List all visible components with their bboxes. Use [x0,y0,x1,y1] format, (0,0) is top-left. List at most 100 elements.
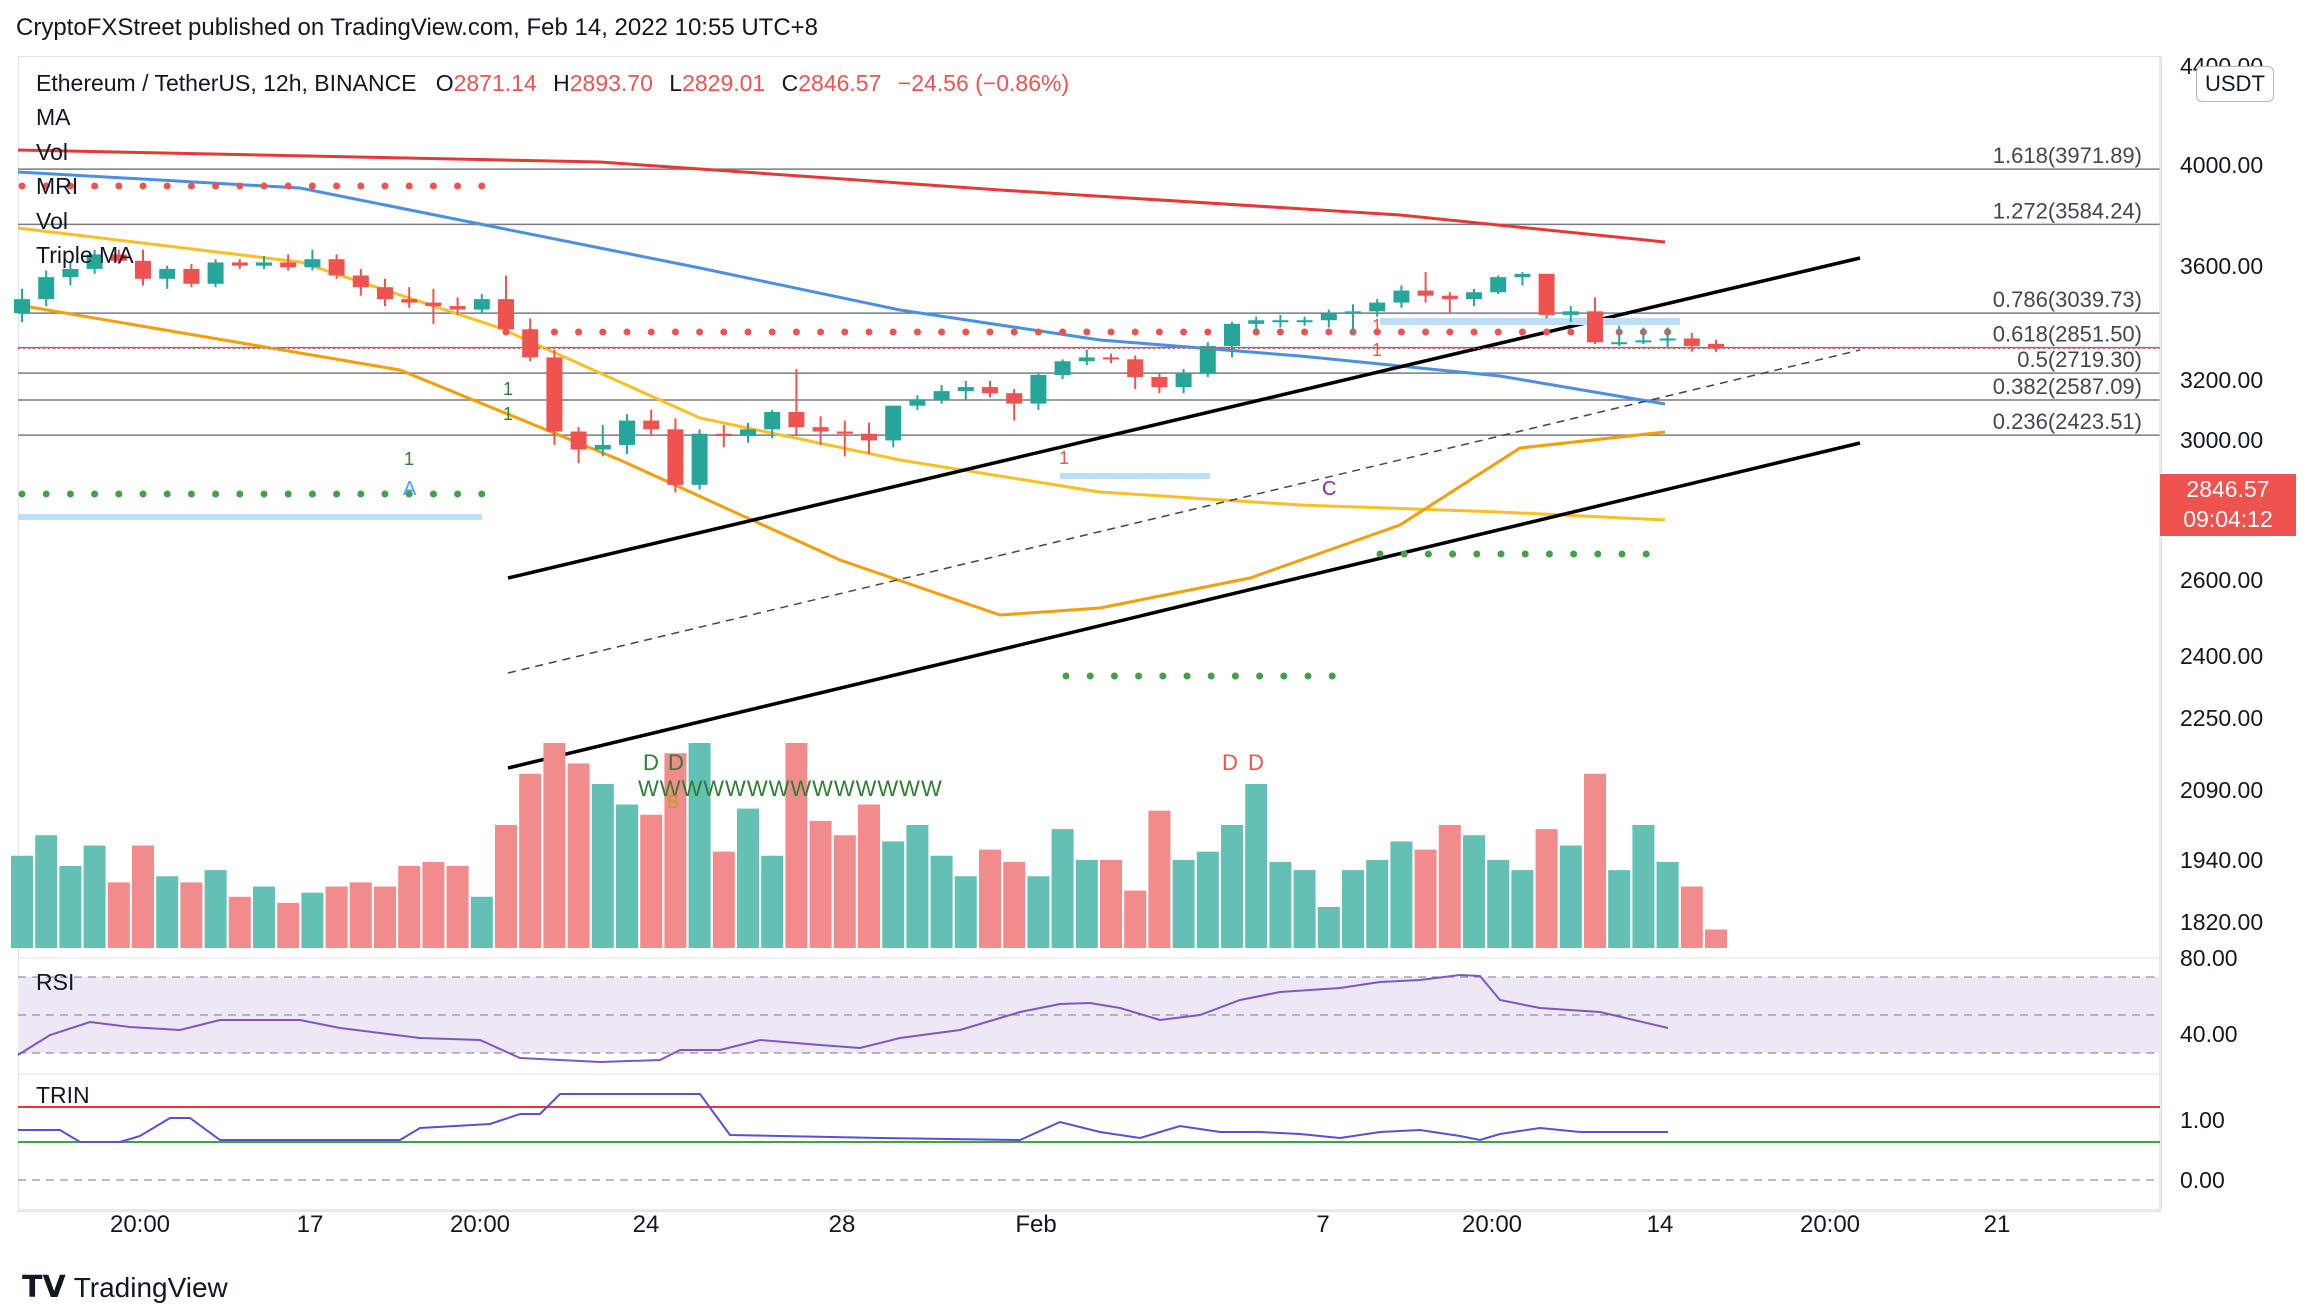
fib-label-3: 0.618(2851.50) [1993,322,2142,347]
mri-dot-red-mid-8 [696,328,704,336]
volume-bar-14 [349,882,372,948]
mri-dot-green-right-1 [1400,550,1408,558]
mri-dot-green-left-2 [66,490,74,498]
ma-blue-line [17,170,1666,406]
mri-dot-red-mid-15 [865,328,873,336]
bar-countdown: 09:04:12 [2183,506,2273,532]
trin-line [18,1093,1668,1143]
mri-dot-red-mid-29 [1204,328,1212,336]
candle-body-36 [885,405,902,441]
indicator-vol[interactable]: Vol [36,139,68,165]
volume-bar-40 [979,849,1001,948]
volume-bar-38 [930,855,953,948]
candle-body-3 [86,254,103,269]
candle-body-2 [62,268,79,278]
mri-dot-red-mid-10 [744,328,752,336]
mri-dot-red-mid-0 [502,328,510,336]
mri-dot-green-low-1 [1086,672,1094,680]
volume-bar-65 [1584,773,1606,948]
volume-bar-41 [1003,861,1026,948]
price-tick-1: 4000.00 [2180,152,2263,178]
currency-button[interactable]: USDT [2196,66,2274,102]
mri-dot-green-low-4 [1159,672,1167,680]
mri-dot-red-mid-42 [1518,328,1526,336]
candle-body-47 [1151,376,1168,388]
volume-bar-16 [398,866,421,948]
trin-label: TRIN [36,1082,90,1108]
mri-dot-green-right-5 [1497,550,1505,558]
volume-bar-35 [858,804,880,948]
candle-body-24 [594,444,611,450]
volume-bar-17 [422,861,445,948]
volume-bar-0 [11,855,33,948]
volume-bar-57 [1390,841,1413,948]
mri-dot-green-low-9 [1280,672,1288,680]
chart-frame[interactable] [18,56,2162,1212]
volume-bar-12 [301,892,324,948]
mri-dot-red-mid-4 [599,328,607,336]
volume-bar-67 [1632,825,1655,948]
fib-label-2: 0.786(3039.73) [1993,287,2142,312]
mri-dot-green-left-13 [333,490,341,498]
mri-dot-green-left-16 [405,490,413,498]
indicator-triple-ma[interactable]: Triple MA [36,242,134,268]
candle-body-25 [619,420,635,445]
time-tick-8: 14 [1647,1211,1674,1238]
volume-bar-58 [1414,849,1437,948]
volume-bar-2 [59,866,82,948]
indicator-mri[interactable]: MRI [36,173,79,199]
volume-bar-15 [374,886,396,948]
rsi-tick-80: 80.00 [2180,945,2238,971]
candle-body-31 [764,412,781,430]
mri-dot-red-mid-26 [1131,328,1139,336]
candle-body-41 [1006,393,1023,404]
volume-bar-48 [1172,859,1195,948]
signal-letter-b: B [667,792,679,812]
indicator-vol-2[interactable]: Vol [36,208,68,234]
mri-dot-red-mid-37 [1397,328,1405,336]
symbol-title[interactable]: Ethereum / TetherUS, 12h, BINANCE [36,70,417,96]
change-value: −24.56 (−0.86%) [897,70,1070,96]
mri-dot-green-right-9 [1594,550,1602,558]
candle-body-62 [1514,273,1531,278]
candle-body-49 [1199,345,1216,374]
candle-body-65 [1587,311,1603,343]
indicator-ma[interactable]: MA [36,104,71,130]
mri-dot-red-mid-41 [1494,328,1502,336]
volume-bar-66 [1608,870,1631,948]
last-price-tag: 2846.57 09:04:12 [2160,474,2296,536]
candle-body-40 [982,387,998,394]
candle-body-45 [1103,357,1119,360]
candle-body-22 [546,357,563,432]
mri-dot-red-mid-28 [1180,328,1188,336]
open-label: O [435,70,454,96]
signal-letter-a: A [403,478,417,500]
time-tick-0: 20:00 [110,1211,170,1238]
volume-bar-51 [1245,784,1268,948]
mri-dot-red-top-17 [429,182,437,190]
volume-bar-68 [1656,861,1679,948]
volume-bar-39 [954,876,977,948]
tradingview-logo[interactable]: 𝗧𝗩 TradingView [22,1270,228,1305]
rsi-line [17,973,1669,1064]
mri-dot-red-top-9 [236,182,244,190]
high-value: 2893.70 [569,70,653,96]
trin-tick-1: 1.00 [2180,1107,2225,1133]
candle-body-66 [1611,342,1628,345]
volume-bar-52 [1269,861,1292,948]
volume-bar-55 [1342,870,1364,948]
candle-body-8 [207,262,224,284]
mri-dot-red-top-0 [18,182,26,190]
mri-dot-red-top-16 [405,182,413,190]
candle-body-9 [231,262,248,266]
mri-dot-red-mid-13 [817,328,825,336]
mri-dot-red-mid-2 [550,328,558,336]
candle-body-43 [1054,361,1071,375]
candle-body-28 [691,433,708,485]
mri-dot-red-top-19 [478,182,486,190]
signal-w-row: WWWWWWWWWWWWWW [638,776,943,801]
price-tick-8: 2090.00 [2180,777,2263,803]
candle-body-37 [909,399,926,406]
mri-dot-green-left-19 [478,490,486,498]
